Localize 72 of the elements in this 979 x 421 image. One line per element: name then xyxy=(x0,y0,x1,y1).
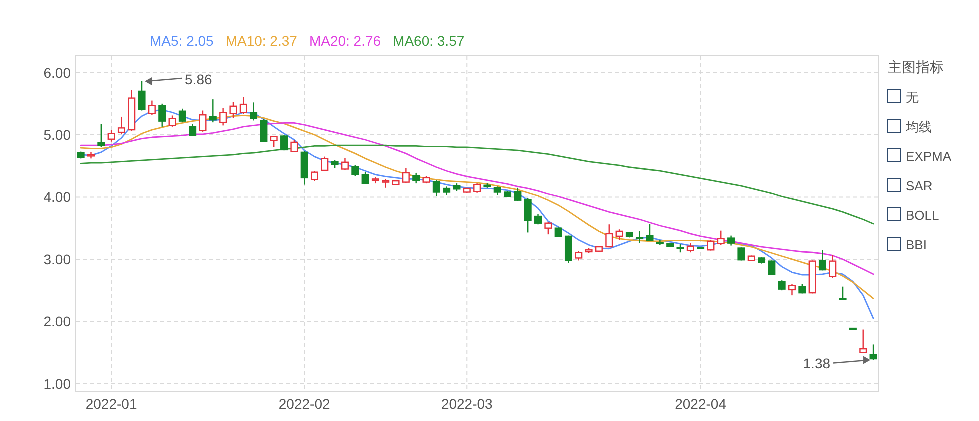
candlestick xyxy=(860,329,868,354)
candlestick xyxy=(321,156,329,172)
candlestick xyxy=(717,230,725,246)
candlestick xyxy=(412,172,420,184)
candlestick xyxy=(728,235,736,246)
candlestick xyxy=(341,157,349,172)
candlestick xyxy=(839,286,847,300)
text: MA20: 2.76 xyxy=(309,33,382,49)
candlestick xyxy=(707,240,715,252)
x-tick-label: 2022-03 xyxy=(441,396,494,412)
candlestick xyxy=(230,101,238,119)
text: 主图指标 xyxy=(888,59,944,75)
x-tick-label: 2022-04 xyxy=(675,396,727,412)
candlestick xyxy=(250,102,258,122)
candlestick xyxy=(818,250,826,272)
candlestick xyxy=(686,242,694,254)
x-tick-label: 2022-02 xyxy=(278,396,330,412)
candlestick xyxy=(646,223,654,242)
candlestick xyxy=(829,254,837,279)
candlestick xyxy=(524,198,532,234)
x-tick-label: 2022-01 xyxy=(86,396,138,412)
y-tick-label: 6.00 xyxy=(44,64,72,81)
candlestick xyxy=(260,118,268,144)
candlestick xyxy=(138,80,146,112)
candlestick xyxy=(280,134,288,152)
candlestick xyxy=(209,98,217,124)
line-series xyxy=(80,122,874,276)
text: 均线 xyxy=(905,120,932,134)
text: MA60: 3.57 xyxy=(393,33,465,49)
annotation: 1.38 xyxy=(803,355,831,372)
candlestick xyxy=(98,124,106,148)
candlestick xyxy=(514,187,522,202)
candlestick xyxy=(432,180,440,197)
candlestick xyxy=(474,182,482,194)
candlestick xyxy=(402,167,410,184)
y-tick-label: 5.00 xyxy=(44,127,72,144)
y-tick-label: 3.00 xyxy=(44,251,72,268)
candlestick xyxy=(189,124,197,137)
text: BOLL xyxy=(906,208,940,223)
text: BBI xyxy=(906,238,927,252)
candlestick xyxy=(168,115,176,128)
candlestick xyxy=(738,247,746,262)
candlestick xyxy=(199,110,207,133)
annotation: 5.86 xyxy=(185,72,212,88)
y-tick-label: 4.00 xyxy=(44,189,72,206)
candlestick xyxy=(788,284,796,296)
candlestick xyxy=(870,344,878,361)
text: MA10: 2.37 xyxy=(226,33,298,49)
text: MA5: 2.05 xyxy=(150,33,214,49)
candlestick xyxy=(178,108,186,124)
candlestick xyxy=(544,222,552,236)
candlestick xyxy=(352,164,360,177)
candlestick xyxy=(768,260,776,276)
candlestick xyxy=(290,139,298,154)
candlestick xyxy=(240,96,248,116)
candlestick xyxy=(606,224,614,248)
candlestick xyxy=(534,213,542,226)
candlestick xyxy=(158,103,166,128)
text: EXPMA xyxy=(906,149,952,164)
candlestick xyxy=(311,170,318,182)
candlestick xyxy=(108,129,116,142)
text: 无 xyxy=(906,90,919,105)
candlestick xyxy=(148,100,156,116)
candlestick xyxy=(118,116,126,135)
y-tick-label: 2.00 xyxy=(44,314,72,330)
candlestick xyxy=(778,280,786,292)
candlestick xyxy=(616,229,624,241)
candlestick xyxy=(636,230,644,244)
text: SAR xyxy=(906,178,933,194)
y-tick-label: 1.00 xyxy=(44,376,72,392)
candlestick xyxy=(575,250,583,262)
candlestick xyxy=(220,108,228,126)
